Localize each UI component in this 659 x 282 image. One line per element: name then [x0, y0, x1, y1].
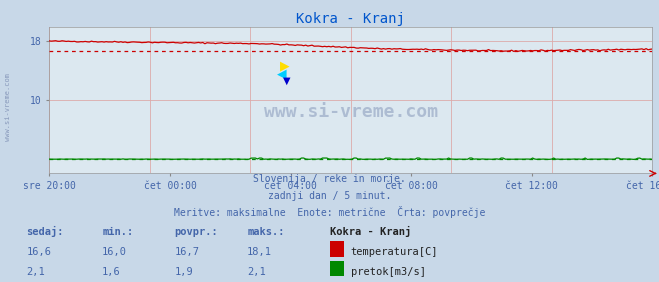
Text: 16,6: 16,6	[26, 247, 51, 257]
Text: maks.:: maks.:	[247, 228, 285, 237]
Title: Kokra - Kranj: Kokra - Kranj	[297, 12, 405, 26]
Text: 2,1: 2,1	[26, 267, 45, 277]
Text: temperatura[C]: temperatura[C]	[351, 247, 438, 257]
Text: 1,6: 1,6	[102, 267, 121, 277]
Text: 18,1: 18,1	[247, 247, 272, 257]
Text: Slovenija / reke in morje.: Slovenija / reke in morje.	[253, 174, 406, 184]
Text: www.si-vreme.com: www.si-vreme.com	[5, 73, 11, 141]
Text: ▶: ▶	[280, 60, 289, 73]
Text: povpr.:: povpr.:	[175, 228, 218, 237]
Text: ◀: ◀	[277, 67, 287, 80]
Text: Meritve: maksimalne  Enote: metrične  Črta: povprečje: Meritve: maksimalne Enote: metrične Črta…	[174, 206, 485, 218]
Text: www.si-vreme.com: www.si-vreme.com	[264, 103, 438, 121]
Text: 2,1: 2,1	[247, 267, 266, 277]
Text: sedaj:: sedaj:	[26, 226, 64, 237]
Text: Kokra - Kranj: Kokra - Kranj	[330, 226, 411, 237]
Text: 16,0: 16,0	[102, 247, 127, 257]
Text: min.:: min.:	[102, 228, 133, 237]
Text: pretok[m3/s]: pretok[m3/s]	[351, 267, 426, 277]
Text: ▼: ▼	[283, 76, 290, 86]
Text: 16,7: 16,7	[175, 247, 200, 257]
Text: zadnji dan / 5 minut.: zadnji dan / 5 minut.	[268, 191, 391, 201]
Text: 1,9: 1,9	[175, 267, 193, 277]
